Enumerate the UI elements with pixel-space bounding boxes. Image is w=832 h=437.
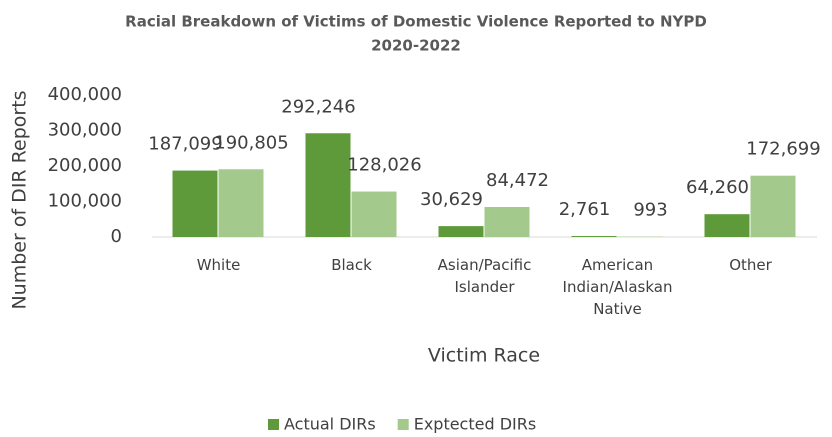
bar — [438, 226, 484, 237]
data-label: 993 — [633, 200, 667, 221]
x-tick-label: Asian/Pacific Islander — [437, 256, 532, 296]
data-label: 190,805 — [214, 132, 288, 153]
y-tick-label: 200,000 — [48, 155, 122, 176]
chart-title: Racial Breakdown of Victims of Domestic … — [125, 13, 707, 31]
legend-swatch — [268, 419, 279, 430]
bar — [704, 214, 750, 237]
data-label: 64,260 — [686, 177, 749, 198]
y-tick-label: 100,000 — [48, 191, 122, 212]
bar — [571, 236, 617, 237]
bar — [351, 191, 397, 237]
y-tick-label: 300,000 — [48, 120, 122, 141]
x-tick-label: American Indian/Alaskan Native — [562, 256, 673, 318]
bar — [305, 133, 351, 237]
chart-title: 2020-2022 — [371, 37, 461, 55]
data-label: 30,629 — [420, 189, 483, 210]
data-label: 187,099 — [148, 134, 222, 155]
bar — [218, 169, 264, 237]
y-tick-label: 0 — [111, 226, 122, 247]
bar — [750, 175, 796, 237]
x-axis-title: Victim Race — [428, 345, 540, 367]
y-axis-title: Number of DIR Reports — [9, 90, 31, 309]
legend-swatch — [397, 419, 409, 430]
y-tick-label: 400,000 — [48, 84, 122, 105]
data-label: 128,026 — [347, 155, 421, 176]
x-tick-label: Black — [331, 256, 372, 274]
bar — [172, 170, 218, 237]
legend-label: Actual DIRs — [284, 415, 376, 434]
x-tick-label: White — [196, 256, 241, 274]
data-label: 2,761 — [559, 199, 611, 220]
data-label: 84,472 — [486, 170, 549, 191]
x-tick-label: Other — [729, 256, 772, 274]
data-label: 172,699 — [746, 139, 820, 160]
legend-label: Exptected DIRs — [414, 415, 537, 434]
bar — [484, 207, 530, 237]
data-label: 292,246 — [281, 96, 355, 117]
